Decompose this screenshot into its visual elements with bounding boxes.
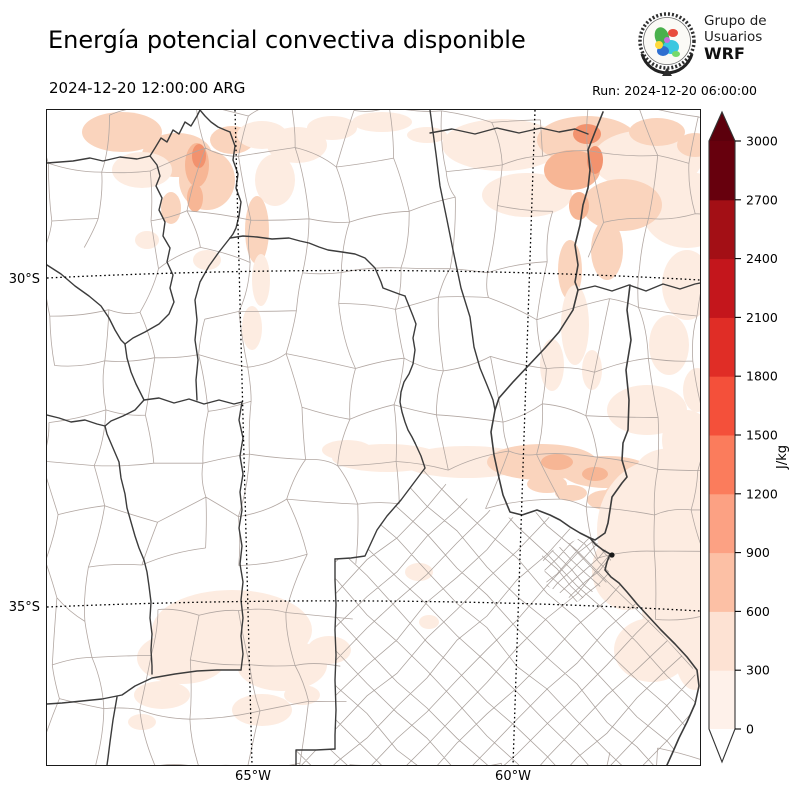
colorbar-tick-600: 600 [746, 604, 770, 619]
buenos-aires-department-boundaries [296, 468, 698, 765]
colorbar-unit-label: J/kg [775, 445, 790, 470]
colorbar-tick-2400: 2400 [746, 251, 778, 266]
gridline-30s [47, 269, 700, 281]
page-title: Energía potencial convectiva disponible [48, 26, 526, 54]
gridline-60w [512, 110, 536, 765]
lon-tick-65w: 65°W [235, 769, 271, 784]
colorbar-tick-1200: 1200 [746, 486, 778, 501]
colorbar-svg: 0 300 600 900 1200 1500 1800 2100 2400 2700 3000 J/… [708, 110, 790, 764]
colorbar-tick-3000: 3000 [746, 134, 778, 149]
logo-line-3: WRF [704, 44, 745, 64]
colorbar-tick-1500: 1500 [746, 428, 778, 443]
map-frame [46, 109, 701, 766]
colorbar-tick-300: 300 [746, 663, 770, 678]
department-boundaries [47, 110, 700, 765]
colorbar-tick-1800: 1800 [746, 369, 778, 384]
lon-tick-60w: 60°W [495, 769, 531, 784]
run-time-label: Run: 2024-12-20 06:00:00 [592, 83, 757, 98]
lat-tick-35s: 35°S [8, 600, 40, 615]
lat-tick-30s: 30°S [8, 272, 40, 287]
colorbar-tick-900: 900 [746, 545, 770, 560]
colorbar: 0 300 600 900 1200 1500 1800 2100 2400 2700 3000 J/… [700, 105, 800, 777]
logo-line-2: Usuarios [704, 28, 763, 45]
colorbar-tick-2100: 2100 [746, 310, 778, 325]
logo-line-1: Grupo de [704, 13, 767, 29]
cape-map [47, 110, 700, 765]
gridline-65w [234, 110, 253, 765]
gridline-35s [47, 600, 700, 612]
wrf-users-group-logo: Grupo de Usuarios WRF [634, 8, 796, 80]
colorbar-tick-2700: 2700 [746, 192, 778, 207]
logo-text: Grupo de Usuarios WRF [704, 13, 767, 64]
globe-emblem-icon [638, 12, 696, 76]
valid-time-label: 2024-12-20 12:00:00 ARG [49, 79, 246, 97]
province-boundaries [47, 110, 700, 765]
latlon-gridlines [47, 110, 700, 765]
colorbar-tick-0: 0 [746, 722, 754, 737]
buenos-aires-city-marker [609, 552, 615, 558]
cape-shading-layer [82, 112, 700, 730]
